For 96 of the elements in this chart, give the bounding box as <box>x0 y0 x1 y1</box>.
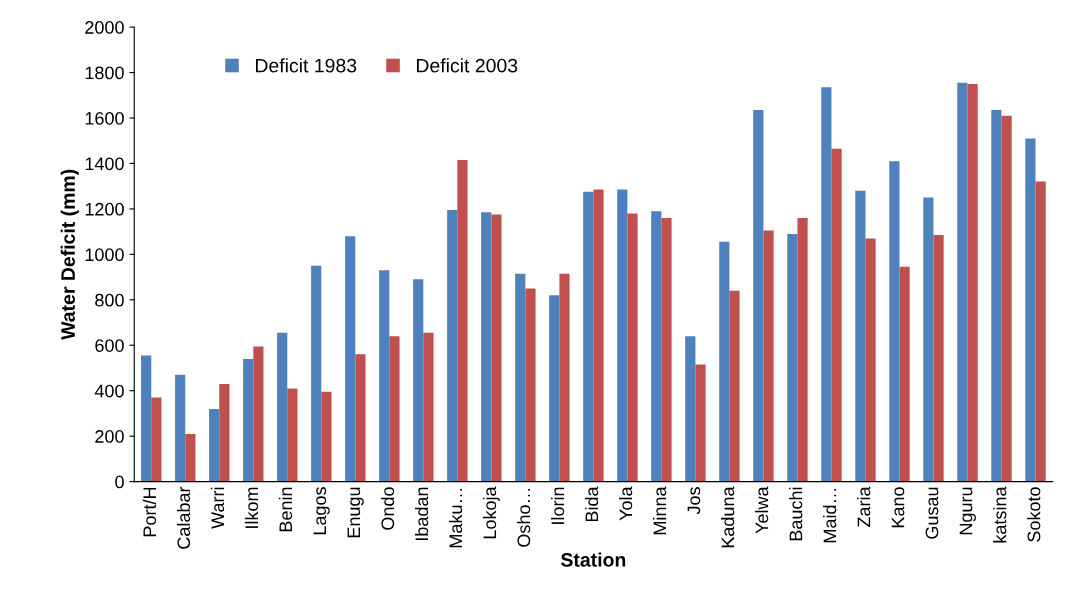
x-tick-label: Osho… <box>516 488 531 547</box>
bar <box>311 265 322 482</box>
y-tick-label: 1600 <box>85 111 124 125</box>
x-tick-label: katsina <box>993 486 1007 543</box>
x-tick-label: Jos <box>687 487 701 515</box>
x-tick-label: Maku… <box>448 488 463 548</box>
x-tick-label: Ibadan <box>414 487 429 541</box>
x-tick-label: Ilkom <box>244 487 259 528</box>
bar <box>185 433 196 482</box>
x-tick-label: Minna <box>652 486 667 535</box>
legend-label: Deficit 1983 <box>255 58 357 73</box>
x-tick-label: Sokoto <box>1027 487 1041 542</box>
x-tick-label: Bauchi <box>789 487 803 541</box>
y-tick-label: 200 <box>95 430 124 443</box>
bar <box>559 273 570 482</box>
y-tick-label: 600 <box>95 339 124 352</box>
bar <box>651 211 662 482</box>
bar <box>355 354 366 482</box>
x-tick-label: Warri <box>210 487 225 529</box>
bar <box>141 355 152 482</box>
bar <box>865 238 876 482</box>
x-tick-label: Zaria <box>857 486 871 528</box>
x-tick-label: Bida <box>584 486 599 522</box>
bar <box>525 288 536 482</box>
x-tick-label: Calabar <box>176 486 191 549</box>
bar <box>321 391 332 482</box>
bar <box>889 161 900 482</box>
y-tick-label: 2000 <box>85 21 124 34</box>
bar <box>549 295 560 482</box>
bar <box>729 290 740 482</box>
bar <box>389 336 400 482</box>
x-tick-label: Enugu <box>347 487 364 538</box>
x-tick-label: Yelwa <box>755 486 769 534</box>
x-tick-label: Port/H <box>142 487 157 537</box>
bar <box>1001 115 1012 482</box>
y-tick-label: 800 <box>95 293 124 307</box>
x-axis-title: Station <box>561 552 626 567</box>
bar <box>763 230 774 482</box>
x-tick-label: Nguru <box>959 487 976 535</box>
bar <box>491 214 502 482</box>
bar <box>719 241 730 482</box>
bar <box>695 364 706 482</box>
y-tick-label: 1000 <box>85 248 124 262</box>
bar <box>209 408 220 482</box>
bar <box>685 336 696 482</box>
bar <box>957 82 968 482</box>
bar <box>991 110 1002 482</box>
y-tick-label: 400 <box>94 384 124 398</box>
bar <box>967 83 978 482</box>
bar <box>243 358 254 482</box>
bar <box>797 217 808 482</box>
bar <box>287 388 298 482</box>
bar <box>457 160 468 482</box>
bar <box>617 189 628 482</box>
bar <box>583 191 594 482</box>
y-tick-label: 1400 <box>85 157 124 171</box>
y-axis-title: Water Deficit (mm) <box>60 169 79 340</box>
y-tick-label: 1800 <box>85 66 124 80</box>
bar <box>253 346 264 482</box>
bar <box>345 236 356 482</box>
bar <box>821 87 832 482</box>
bar <box>753 110 764 482</box>
bar <box>413 279 424 482</box>
bar <box>175 374 186 482</box>
x-tick-label: Kano <box>891 487 905 528</box>
bar <box>151 397 162 482</box>
bar <box>899 266 910 482</box>
bar <box>423 332 434 482</box>
x-tick-label: Benin <box>278 487 293 532</box>
bar <box>1025 138 1036 482</box>
bar <box>787 233 798 482</box>
x-tick-label: Lagos <box>313 487 330 535</box>
bar <box>831 148 842 482</box>
y-tick-label: 1200 <box>85 202 124 216</box>
x-tick-label: Ilorin <box>550 487 565 524</box>
bar <box>661 217 672 482</box>
bar <box>855 190 866 482</box>
bar <box>1035 181 1046 482</box>
bar <box>933 235 944 482</box>
bar <box>219 383 230 482</box>
bar <box>447 210 458 482</box>
bar <box>277 332 288 482</box>
bar <box>593 189 604 482</box>
x-tick-label: Lokoja <box>482 486 500 539</box>
x-tick-label: Kaduna <box>721 486 735 548</box>
bar <box>379 270 390 482</box>
x-tick-label: Maid… <box>823 488 837 543</box>
x-tick-label: Gusau <box>925 487 939 539</box>
bar <box>481 212 492 482</box>
x-tick-label: Ondo <box>380 487 395 530</box>
bar <box>515 273 526 482</box>
x-tick-label: Yola <box>618 486 633 521</box>
y-tick-label: 0 <box>115 475 124 489</box>
bar <box>627 213 638 482</box>
legend-label: Deficit 2003 <box>416 58 518 73</box>
bar <box>923 197 934 482</box>
